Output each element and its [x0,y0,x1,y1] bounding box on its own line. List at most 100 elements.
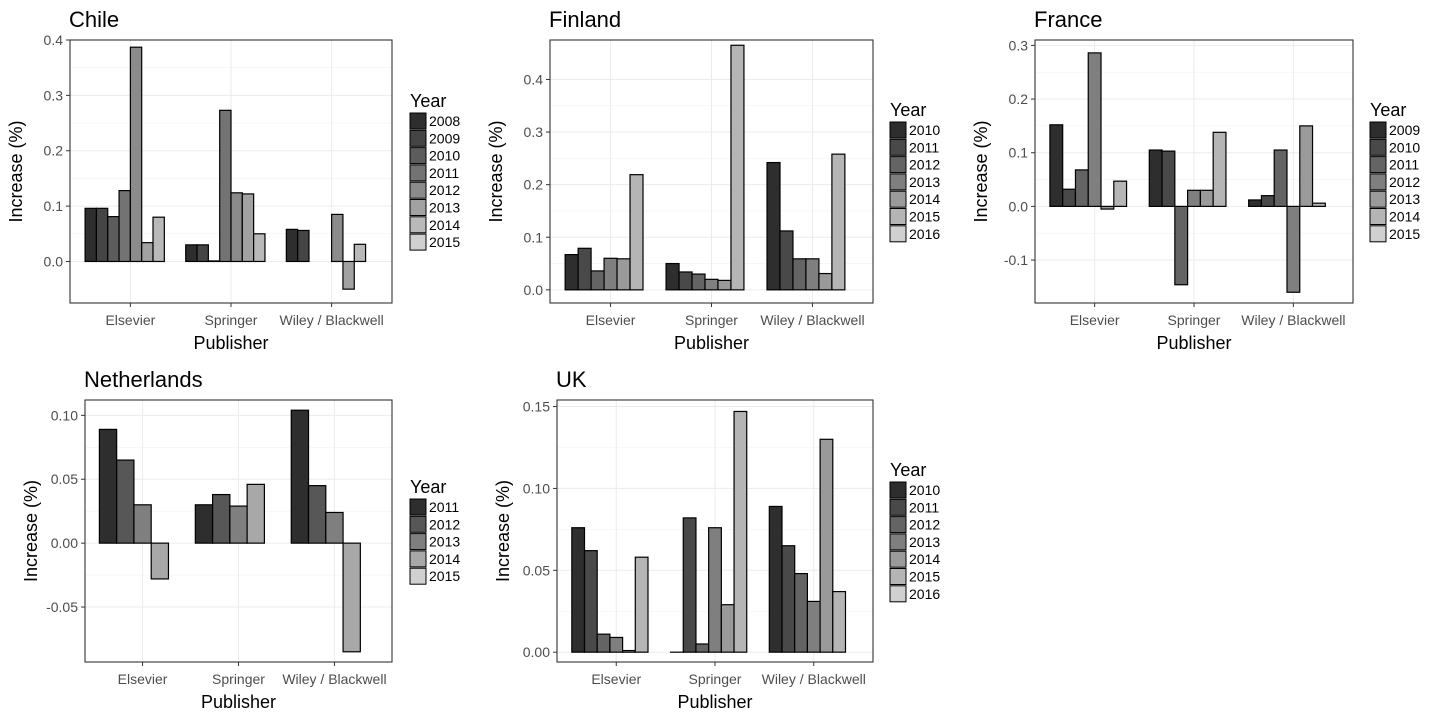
y-axis-title: Increase (%) [6,120,26,222]
legend-label-2015: 2015 [429,568,460,584]
bar-wiley-blackwell-2015 [832,590,847,653]
y-tick-label: 0.1 [524,229,544,245]
panel-uk: 0.00 0.05 0.10 0.15 Elsevier Springer Wiley / … [493,367,940,712]
bar-elsevier-2014 [621,649,636,653]
bar-wiley-blackwell-2013 [1299,125,1314,207]
legend-label-2010: 2010 [909,122,940,138]
bar-springer-2013 [704,278,719,291]
bar-elsevier-2014 [616,258,631,291]
bar-springer-2012 [211,493,231,544]
legend-label-2009: 2009 [1389,122,1420,138]
y-tick-label: 0.4 [524,71,544,87]
bar-springer-2013 [708,527,722,653]
panel-title: UK [556,367,587,392]
legend-label-2016: 2016 [909,586,940,602]
legend-title: Year [890,100,926,120]
bar-elsevier-2008 [84,207,98,263]
legend-title: Year [890,460,926,480]
panel-title: Chile [69,7,119,32]
bar-springer-2012 [695,643,710,653]
x-tick-label-wiley-blackwell: Wiley / Blackwell [760,312,864,328]
legend-label-2012: 2012 [1389,174,1420,190]
y-tick-label: -0.1 [1004,252,1028,268]
bar-wiley-blackwell-2009 [297,229,310,263]
legend-key-2012 [409,181,427,199]
bar-elsevier-2012 [1087,52,1102,207]
legend-key-2010 [889,121,907,139]
legend-label-2014: 2014 [429,217,460,233]
y-axis-title: Increase (%) [971,120,991,222]
bar-springer-2010 [665,262,680,291]
panel-netherlands: -0.05 0.00 0.05 0.10 Elsevier Springer Wiley /… [21,367,460,712]
legend-label-2015: 2015 [1389,226,1420,242]
panel-title: Netherlands [84,367,203,392]
x-tick-label-wiley-blackwell: Wiley / Blackwell [282,671,386,687]
bar-springer-2015 [730,44,745,291]
bar-elsevier-2014 [150,542,170,580]
bar-elsevier-2012 [129,46,143,263]
bar-wiley-blackwell-2014 [1311,202,1326,207]
bar-wiley-blackwell-2012 [1286,205,1301,293]
bar-elsevier-2014 [152,216,165,263]
legend-label-2011: 2011 [429,165,459,181]
legend-label-2015: 2015 [429,234,460,250]
y-tick-label: 0.0 [1009,198,1029,214]
legend-label-2010: 2010 [429,148,460,164]
legend-label-2011: 2011 [909,499,939,515]
panel-title: Finland [549,7,621,32]
bar-elsevier-2012 [116,459,135,544]
legend-title: Year [1370,100,1406,120]
y-tick-label: 0.1 [1009,145,1029,161]
bar-wiley-blackwell-2014 [818,272,833,291]
x-tick-label-elsevier: Elsevier [118,671,168,687]
legend-key-2011 [889,138,907,156]
legend-key-2012 [889,516,907,534]
legend-key-2016 [889,225,907,243]
x-tick-label-springer: Springer [689,671,742,687]
bar-elsevier-2010 [1062,188,1077,207]
legend-label-2014: 2014 [429,551,460,567]
bar-springer-2014 [720,604,735,653]
y-tick-label: 0.10 [51,407,78,423]
legend-key-2011 [409,164,427,182]
bar-elsevier-2013 [141,242,154,263]
bar-wiley-blackwell-2015 [831,153,846,291]
legend-key-2014 [889,550,907,568]
legend-key-2016 [889,585,907,603]
bar-wiley-blackwell-2014 [819,438,834,653]
bar-springer-2009 [196,244,209,263]
legend-label-2012: 2012 [909,157,940,173]
legend-key-2011 [1369,156,1387,174]
legend-key-2008 [409,112,427,130]
legend-key-2014 [409,216,427,234]
legend-key-2015 [889,568,907,585]
bar-elsevier-2012 [596,633,611,653]
legend-label-2014: 2014 [909,551,940,567]
legend-key-2013 [409,533,427,551]
y-tick-label: 0.3 [1009,37,1029,53]
legend-label-2016: 2016 [909,226,940,242]
y-tick-label: 0.05 [523,562,550,578]
bar-springer-2010 [1161,150,1176,207]
bar-elsevier-2013 [603,257,618,291]
x-axis-title: Publisher [677,692,752,712]
legend-label-2014: 2014 [909,191,940,207]
legend-key-2011 [409,498,427,516]
x-axis-title: Publisher [1156,333,1231,353]
panel-title: France [1034,7,1102,32]
y-tick-label: 0.2 [524,177,544,193]
bar-elsevier-2010 [564,254,579,291]
bar-wiley-blackwell-2011 [290,409,310,544]
legend-key-2014 [409,550,427,568]
bar-elsevier-2015 [629,174,644,291]
legend-label-2012: 2012 [429,516,460,532]
x-tick-label-springer: Springer [1168,312,1221,328]
bar-elsevier-2011 [577,247,592,291]
bar-elsevier-2009 [95,207,109,263]
y-tick-label: 0.2 [44,143,64,159]
x-tick-label-springer: Springer [685,312,738,328]
legend-label-2010: 2010 [1389,139,1420,155]
bar-wiley-blackwell-2013 [325,511,344,544]
